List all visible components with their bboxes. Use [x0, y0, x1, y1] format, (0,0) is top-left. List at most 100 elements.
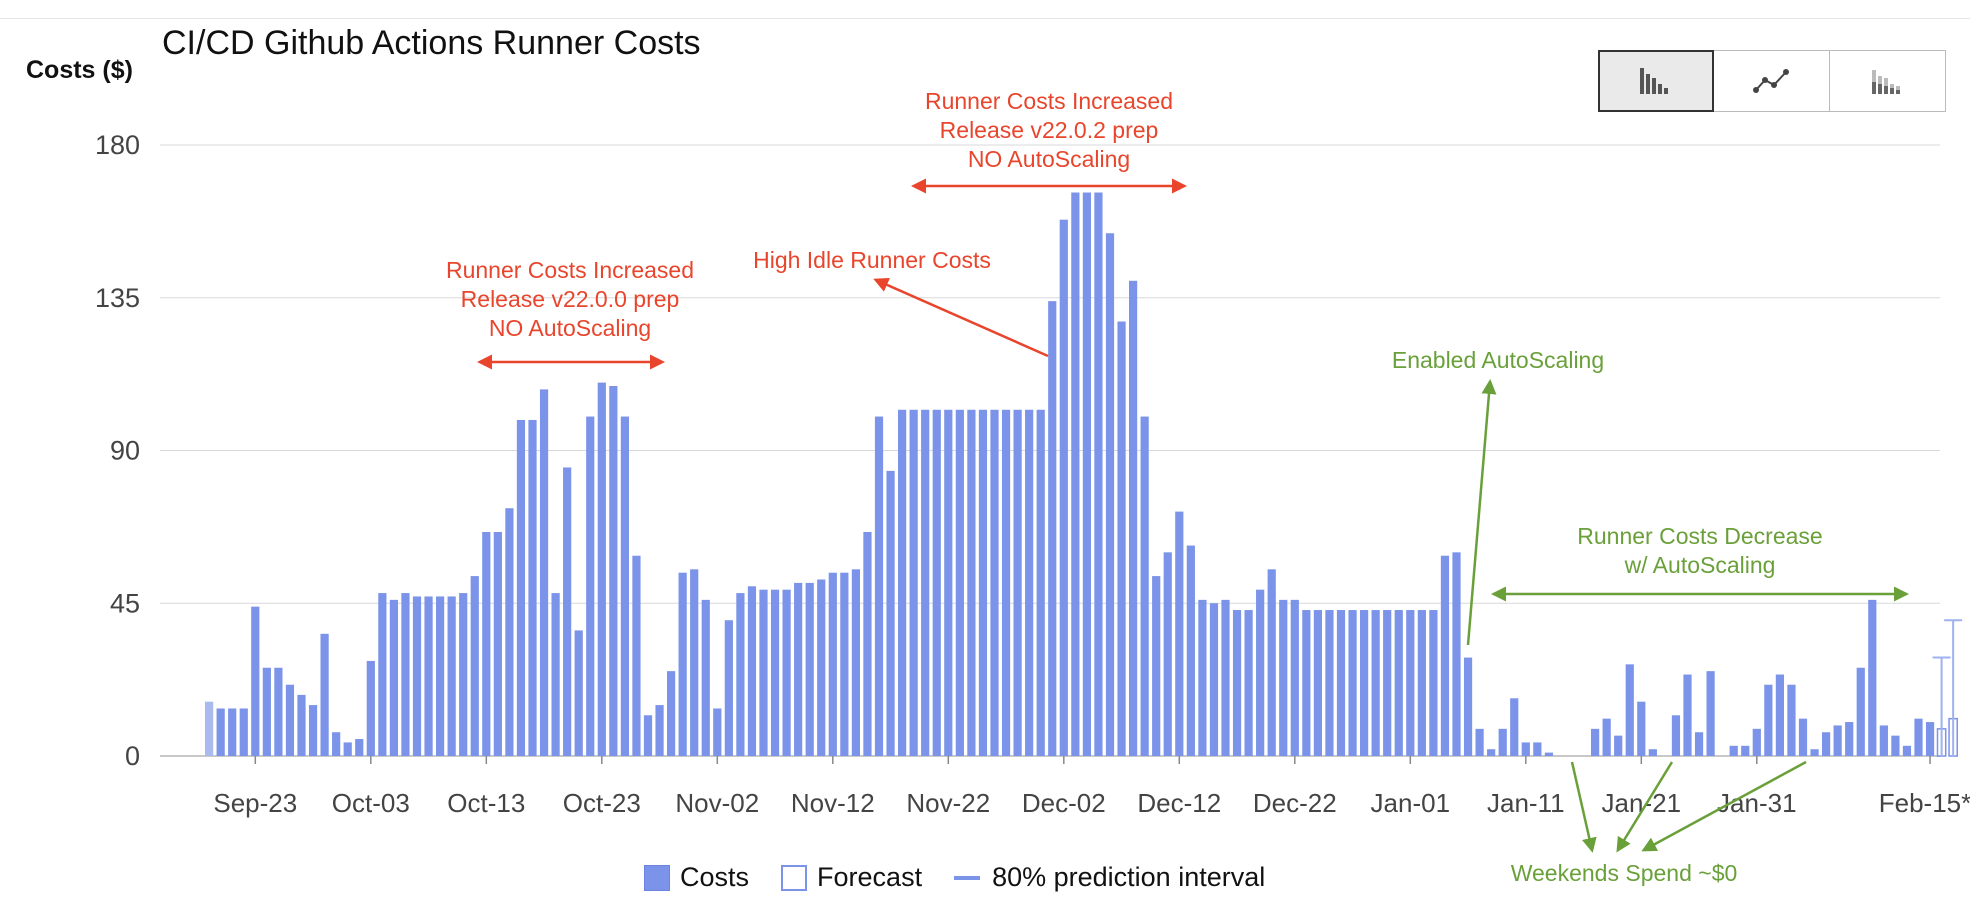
cost-bar	[1752, 728, 1761, 756]
cost-bar	[713, 708, 722, 756]
cost-bar	[805, 582, 814, 756]
cost-bar	[1902, 745, 1912, 756]
cost-bar	[1186, 545, 1195, 756]
cost-bar	[459, 593, 468, 756]
cost-bar	[1671, 715, 1681, 756]
cost-bar	[1891, 735, 1900, 756]
cost-bar	[667, 671, 676, 756]
cost-bar	[1798, 718, 1808, 756]
cost-bar	[620, 416, 629, 756]
cost-bar	[332, 732, 341, 756]
bar-chart-icon	[1640, 68, 1668, 94]
cost-bar	[909, 409, 918, 756]
cost-bar	[551, 593, 560, 756]
cost-bar	[1591, 728, 1600, 756]
cost-bar	[817, 579, 826, 756]
chart-legend: Costs Forecast 80% prediction interval	[644, 862, 1297, 893]
cost-bar	[228, 708, 237, 756]
cost-bar	[308, 705, 318, 756]
cost-bar	[1914, 718, 1923, 756]
cost-bar	[1302, 610, 1311, 756]
cost-bar	[1175, 511, 1184, 756]
cost-bar	[320, 633, 329, 756]
annotation-costs-decrease: Runner Costs Decrease	[1577, 523, 1822, 549]
x-tick-label: Sep-23	[213, 788, 297, 818]
cost-bar	[944, 409, 953, 756]
legend-forecast[interactable]: Forecast	[781, 862, 922, 893]
cost-bar	[1533, 742, 1542, 756]
bar-view-button[interactable]	[1598, 50, 1714, 112]
annotation-release-22-0-2: NO AutoScaling	[968, 146, 1130, 172]
cost-bar	[782, 589, 791, 756]
cost-bar	[586, 416, 595, 756]
cost-bar	[932, 409, 941, 756]
top-divider	[0, 18, 1970, 19]
chart-view-toggle	[1598, 50, 1946, 112]
annotation-release-22-0-0: NO AutoScaling	[489, 315, 651, 341]
cost-bar	[655, 705, 664, 756]
cost-bar	[1417, 610, 1426, 756]
cost-bar	[1925, 722, 1935, 756]
cost-bar	[493, 531, 502, 756]
annotation-release-22-0-0: Release v22.0.0 prep	[461, 286, 680, 312]
cost-bar	[701, 599, 710, 756]
cost-bar	[1163, 552, 1172, 756]
cost-bar	[563, 467, 572, 756]
cost-bar	[1729, 745, 1738, 756]
cost-bar	[424, 596, 433, 756]
y-tick-label: 90	[110, 436, 140, 466]
cost-bar	[1094, 192, 1103, 756]
cost-bar	[436, 596, 445, 756]
cost-bar	[724, 620, 733, 756]
x-tick-label: Dec-12	[1137, 788, 1221, 818]
cost-bar	[898, 409, 907, 756]
cost-bar	[678, 572, 687, 756]
cost-bar	[1463, 657, 1473, 756]
legend-forecast-label: Forecast	[817, 862, 923, 892]
cost-bar	[1510, 698, 1519, 756]
cost-bar	[955, 409, 964, 756]
legend-costs[interactable]: Costs	[644, 862, 749, 893]
cost-bar	[632, 555, 641, 756]
cost-bar	[828, 572, 837, 756]
cost-bar	[239, 708, 248, 756]
annotation-costs-decrease: w/ AutoScaling	[1624, 552, 1776, 578]
cost-bar	[1521, 742, 1530, 756]
cost-bar	[1614, 735, 1623, 756]
cost-bar	[574, 630, 583, 756]
cost-bar	[355, 739, 364, 756]
cost-bar	[1105, 233, 1115, 756]
cost-bar	[251, 606, 260, 756]
cost-bar	[1048, 301, 1057, 756]
cost-bar	[1810, 749, 1819, 756]
stacked-view-button[interactable]	[1830, 50, 1946, 112]
annotation-release-22-0-2: Release v22.0.2 prep	[940, 117, 1159, 143]
annotation-arrow-weekend-1	[1570, 761, 1597, 853]
x-tick-label: Dec-02	[1022, 788, 1106, 818]
line-chart-icon	[1752, 69, 1789, 93]
cost-bar	[470, 576, 479, 756]
cost-bar	[840, 572, 849, 756]
cost-bar	[1383, 610, 1392, 756]
y-tick-label: 180	[95, 130, 140, 160]
annotation-arrow-weekend-2	[1616, 761, 1674, 853]
cost-bar	[1001, 409, 1011, 756]
x-tick-label: Oct-03	[332, 788, 410, 818]
cost-bar	[1140, 416, 1149, 756]
chart-title: CI/CD Github Actions Runner Costs	[162, 24, 701, 62]
x-tick-label: Oct-23	[563, 788, 641, 818]
cost-bar	[863, 531, 872, 756]
cost-bar	[643, 715, 653, 756]
cost-bar	[262, 667, 271, 756]
annotation-release-22-0-2: Runner Costs Increased	[925, 88, 1173, 114]
cost-bar	[285, 684, 295, 756]
cost-bar	[759, 589, 768, 756]
forecast-swatch	[781, 864, 808, 891]
cost-bar	[886, 470, 895, 756]
legend-interval[interactable]: 80% prediction interval	[954, 862, 1265, 893]
line-view-button[interactable]	[1714, 50, 1830, 112]
y-axis-title: Costs ($)	[26, 56, 133, 84]
cost-bar	[505, 508, 514, 756]
cost-bar	[1868, 599, 1877, 756]
cost-bar	[736, 593, 745, 756]
